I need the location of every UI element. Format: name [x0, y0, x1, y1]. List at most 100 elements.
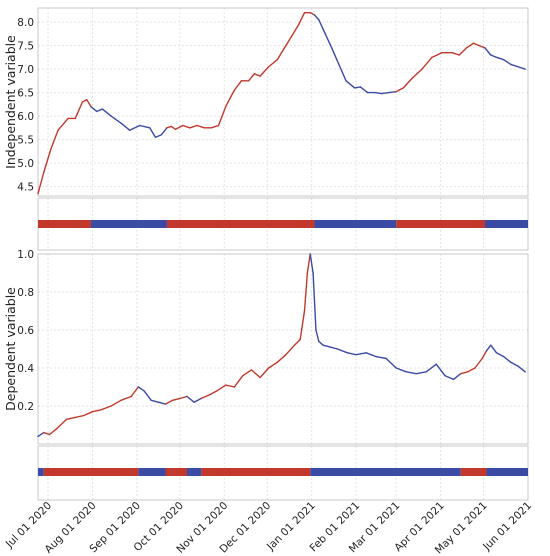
- series-line-segment-independent: [298, 11, 306, 26]
- series-line-segment-independent: [50, 129, 59, 150]
- series-line-segment-independent: [283, 35, 293, 49]
- series-line-segment-independent: [381, 91, 390, 95]
- series-line-segment-independent: [402, 77, 413, 89]
- regime-bar-independent-falling: [485, 220, 528, 228]
- y-tick-label-independent: 5.5: [17, 135, 34, 147]
- series-line-segment-dependent: [306, 253, 311, 274]
- y-tick-label-dependent: 0.6: [17, 325, 34, 337]
- series-line-segment-independent: [233, 80, 243, 91]
- series-line-segment-dependent: [224, 384, 235, 388]
- y-tick-label-independent: 7.0: [17, 64, 34, 76]
- series-line-segment-independent: [318, 19, 324, 30]
- plot-frame-dependent: [37, 253, 529, 445]
- series-line-segment-independent: [338, 63, 347, 82]
- series-line-segment-dependent: [143, 390, 152, 401]
- series-line-segment-independent: [484, 47, 492, 56]
- series-line-segment-independent: [160, 127, 168, 136]
- series-line-segment-independent: [313, 14, 320, 21]
- regime-bar-dependent-falling: [187, 468, 202, 476]
- series-line-segment-independent: [309, 11, 316, 16]
- series-line-segment-independent: [210, 124, 220, 129]
- series-line-segment-independent: [259, 66, 270, 77]
- series-line-segment-independent: [57, 117, 69, 131]
- regime-bar-dependent-rising: [165, 468, 188, 476]
- series-line-segment-dependent: [467, 367, 476, 373]
- regime-bar-independent-rising: [166, 220, 315, 228]
- series-line-segment-independent: [196, 124, 205, 129]
- series-line-segment-dependent: [200, 393, 211, 400]
- y-tick-label-independent: 6.5: [17, 88, 34, 100]
- series-line-segment-independent: [510, 63, 519, 68]
- series-line-segment-dependent: [171, 397, 181, 401]
- series-line-segment-dependent: [216, 384, 227, 392]
- series-line-segment-dependent: [259, 367, 270, 379]
- series-line-segment-independent: [517, 66, 526, 70]
- series-line-segment-independent: [353, 86, 362, 89]
- series-line-segment-dependent: [137, 386, 145, 392]
- series-line-segment-independent: [90, 105, 98, 113]
- regime-bar-dependent-falling: [310, 468, 461, 476]
- series-line-segment-dependent: [481, 350, 488, 360]
- series-line-segment-dependent: [329, 346, 339, 350]
- series-line-segment-dependent: [303, 272, 309, 312]
- series-line-segment-dependent: [485, 344, 492, 352]
- series-line-segment-dependent: [452, 373, 462, 381]
- regime-bar-dependent-falling: [38, 468, 44, 476]
- series-line-segment-dependent: [233, 374, 244, 388]
- series-line-segment-independent: [247, 73, 256, 82]
- y-tick-label-dependent: 1.0: [17, 249, 34, 261]
- regime-bar-dependent-rising: [460, 468, 487, 476]
- series-line-segment-dependent: [415, 371, 427, 375]
- regime-bar-dependent-falling: [138, 468, 166, 476]
- series-line-segment-independent: [290, 23, 300, 37]
- series-line-segment-dependent: [65, 416, 76, 420]
- series-line-segment-independent: [345, 80, 356, 89]
- series-line-segment-dependent: [385, 357, 397, 369]
- series-line-segment-dependent: [48, 428, 58, 436]
- series-line-segment-dependent: [100, 405, 112, 411]
- y-tick-label-independent: 4.5: [17, 182, 34, 194]
- series-line-segment-dependent: [209, 390, 218, 396]
- series-line-segment-dependent: [130, 386, 139, 398]
- series-line-segment-dependent: [110, 399, 122, 407]
- y-axis-title-independent: Independent variable: [3, 35, 18, 169]
- series-line-segment-independent: [421, 56, 433, 70]
- series-line-segment-independent: [217, 105, 227, 127]
- y-tick-label-independent: 7.5: [17, 41, 34, 53]
- series-line-segment-independent: [139, 124, 151, 129]
- series-line-segment-independent: [431, 51, 443, 59]
- series-line-segment-dependent: [395, 367, 407, 373]
- series-line-segment-dependent: [37, 431, 45, 438]
- series-line-segment-dependent: [83, 411, 94, 417]
- series-line-segment-dependent: [285, 344, 296, 356]
- series-line-segment-dependent: [495, 352, 505, 358]
- series-line-segment-independent: [465, 42, 475, 49]
- series-line-segment-independent: [322, 28, 333, 49]
- series-line-segment-independent: [174, 124, 184, 130]
- series-line-segment-independent: [170, 125, 177, 130]
- series-line-segment-dependent: [120, 395, 132, 401]
- series-line-segment-dependent: [346, 352, 357, 356]
- series-line-segment-dependent: [355, 352, 367, 356]
- series-line-segment-dependent: [336, 348, 349, 354]
- series-line-segment-independent: [490, 54, 498, 59]
- series-line-segment-independent: [43, 148, 52, 174]
- series-line-segment-dependent: [517, 365, 526, 373]
- series-line-segment-independent: [395, 87, 405, 93]
- series-line-segment-dependent: [250, 369, 261, 379]
- series-line-segment-independent: [451, 51, 460, 56]
- series-line-segment-dependent: [425, 363, 438, 373]
- series-line-segment-independent: [373, 91, 383, 95]
- series-line-segment-dependent: [179, 395, 188, 400]
- series-line-segment-independent: [253, 73, 261, 77]
- series-line-segment-independent: [149, 127, 157, 138]
- series-line-segment-dependent: [91, 409, 102, 413]
- series-line-segment-independent: [96, 108, 104, 113]
- series-line-segment-dependent: [459, 371, 469, 375]
- regime-bar-dependent-falling: [486, 468, 528, 476]
- series-line-segment-dependent: [435, 363, 446, 377]
- series-line-segment-independent: [359, 86, 369, 94]
- series-line-segment-independent: [478, 44, 486, 49]
- y-tick-label-dependent: 0.8: [17, 287, 34, 299]
